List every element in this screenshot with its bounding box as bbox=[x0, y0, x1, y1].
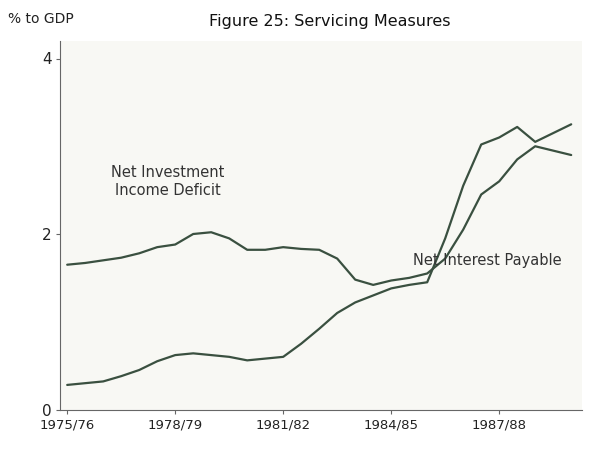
Text: Figure 25: Servicing Measures: Figure 25: Servicing Measures bbox=[209, 14, 451, 29]
Text: Net Interest Payable: Net Interest Payable bbox=[413, 253, 562, 268]
Text: Net Investment
Income Deficit: Net Investment Income Deficit bbox=[112, 165, 224, 197]
Text: % to GDP: % to GDP bbox=[8, 12, 74, 26]
